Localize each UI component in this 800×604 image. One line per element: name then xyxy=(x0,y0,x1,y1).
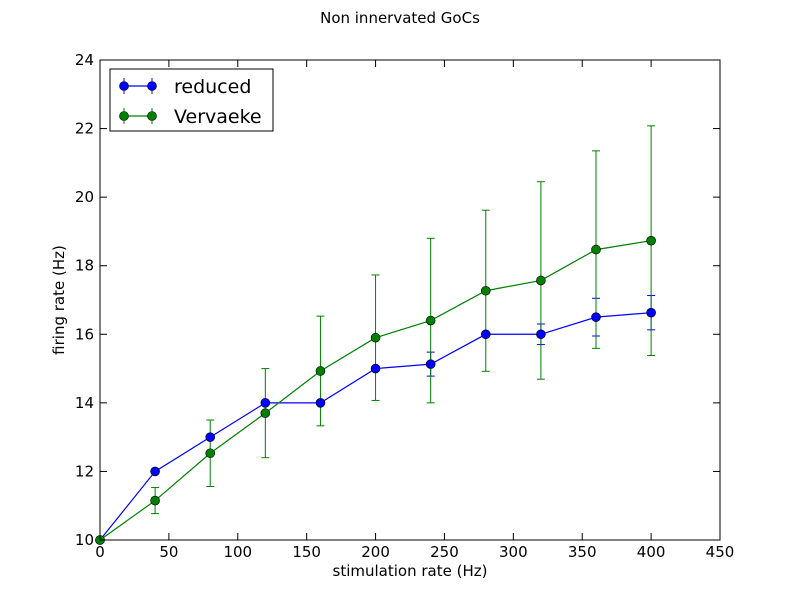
y-tick-label: 10 xyxy=(75,531,94,549)
vervaeke-point xyxy=(591,244,601,255)
legend-marker-vervaeke xyxy=(119,111,129,121)
x-axis: 0 50 100 150 200 250 300 350 400 450 xyxy=(95,60,734,561)
x-tick-label: 400 xyxy=(637,543,666,561)
chart-title: Non innervated GoCs xyxy=(320,9,480,27)
reduced-point xyxy=(591,312,601,322)
x-tick-label: 200 xyxy=(361,543,390,561)
y-tick-label: 18 xyxy=(75,257,94,275)
x-tick-label: 250 xyxy=(430,543,459,561)
plot-frame xyxy=(99,59,721,541)
x-tick-label: 0 xyxy=(95,543,105,561)
reduced-point xyxy=(646,307,656,318)
y-tick-label: 24 xyxy=(75,51,94,69)
y-tick-label: 22 xyxy=(75,120,94,138)
x-tick-label: 450 xyxy=(706,543,735,561)
legend-box xyxy=(109,68,274,132)
legend-label-vervaeke: Vervaeke xyxy=(174,106,262,128)
reduced-point xyxy=(536,329,546,340)
legend-marker-reduced xyxy=(147,81,157,91)
x-tick-label: 150 xyxy=(292,543,321,561)
vervaeke-point xyxy=(205,448,216,459)
legend-marker-vervaeke xyxy=(147,111,157,121)
y-tick-label: 20 xyxy=(75,188,94,206)
vervaeke-point xyxy=(425,315,436,326)
y-axis-label: firing rate (Hz) xyxy=(50,245,68,355)
vervaeke-point xyxy=(150,495,160,506)
y-tick-label: 14 xyxy=(75,394,94,412)
reduced-point xyxy=(260,398,271,408)
legend: reduced Vervaeke xyxy=(109,68,274,132)
x-tick-label: 100 xyxy=(223,543,252,561)
y-tick-label: 12 xyxy=(75,462,94,480)
y-tick-label: 16 xyxy=(75,325,94,343)
vervaeke-point xyxy=(646,235,656,246)
legend-label-reduced: reduced xyxy=(174,76,251,98)
x-axis-label: stimulation rate (Hz) xyxy=(333,562,488,580)
reduced-point xyxy=(315,398,326,408)
vervaeke-point xyxy=(315,366,326,376)
vervaeke-point xyxy=(260,408,271,418)
x-tick-label: 300 xyxy=(499,543,528,561)
reduced-point xyxy=(370,363,381,374)
legend-marker-reduced xyxy=(119,81,129,91)
vervaeke-point xyxy=(480,285,491,296)
y-axis: 10 12 14 16 18 20 22 24 xyxy=(75,51,720,549)
reduced-point xyxy=(150,466,160,477)
reduced-point xyxy=(425,359,436,369)
vervaeke-point xyxy=(370,332,381,343)
vervaeke-point xyxy=(536,275,546,286)
x-tick-label: 50 xyxy=(159,543,178,561)
plot-area xyxy=(100,60,720,540)
reduced-point xyxy=(205,432,216,442)
x-tick-label: 350 xyxy=(568,543,597,561)
reduced-point xyxy=(480,329,491,340)
data-markers xyxy=(95,235,656,545)
